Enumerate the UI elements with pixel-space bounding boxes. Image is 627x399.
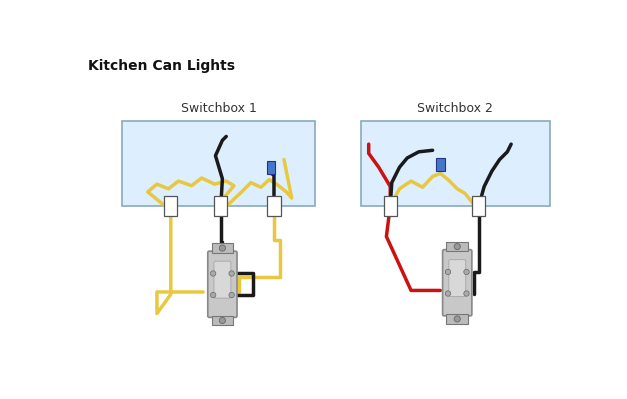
Bar	[164, 196, 177, 216]
FancyBboxPatch shape	[208, 251, 237, 317]
Circle shape	[211, 271, 216, 276]
FancyBboxPatch shape	[449, 260, 466, 296]
Bar	[361, 121, 550, 206]
Circle shape	[219, 245, 226, 251]
Bar	[446, 242, 468, 251]
Circle shape	[219, 317, 226, 324]
Bar	[436, 158, 445, 172]
Circle shape	[464, 269, 469, 275]
Text: Kitchen Can Lights: Kitchen Can Lights	[88, 59, 234, 73]
Bar	[211, 243, 233, 253]
Bar	[211, 316, 233, 325]
Circle shape	[464, 291, 469, 296]
Bar	[384, 196, 397, 216]
Bar	[214, 196, 228, 216]
Circle shape	[445, 269, 451, 275]
Bar	[268, 196, 280, 216]
Circle shape	[445, 291, 451, 296]
Text: Switchbox 2: Switchbox 2	[418, 102, 493, 115]
Bar	[266, 161, 275, 174]
Bar	[446, 314, 468, 324]
Circle shape	[211, 292, 216, 298]
Circle shape	[229, 292, 234, 298]
Circle shape	[454, 316, 460, 322]
Bar	[122, 121, 315, 206]
Text: Switchbox 1: Switchbox 1	[181, 102, 256, 115]
FancyBboxPatch shape	[443, 250, 472, 316]
Circle shape	[454, 243, 460, 250]
FancyBboxPatch shape	[214, 261, 231, 298]
Bar	[472, 196, 485, 216]
Circle shape	[229, 271, 234, 276]
